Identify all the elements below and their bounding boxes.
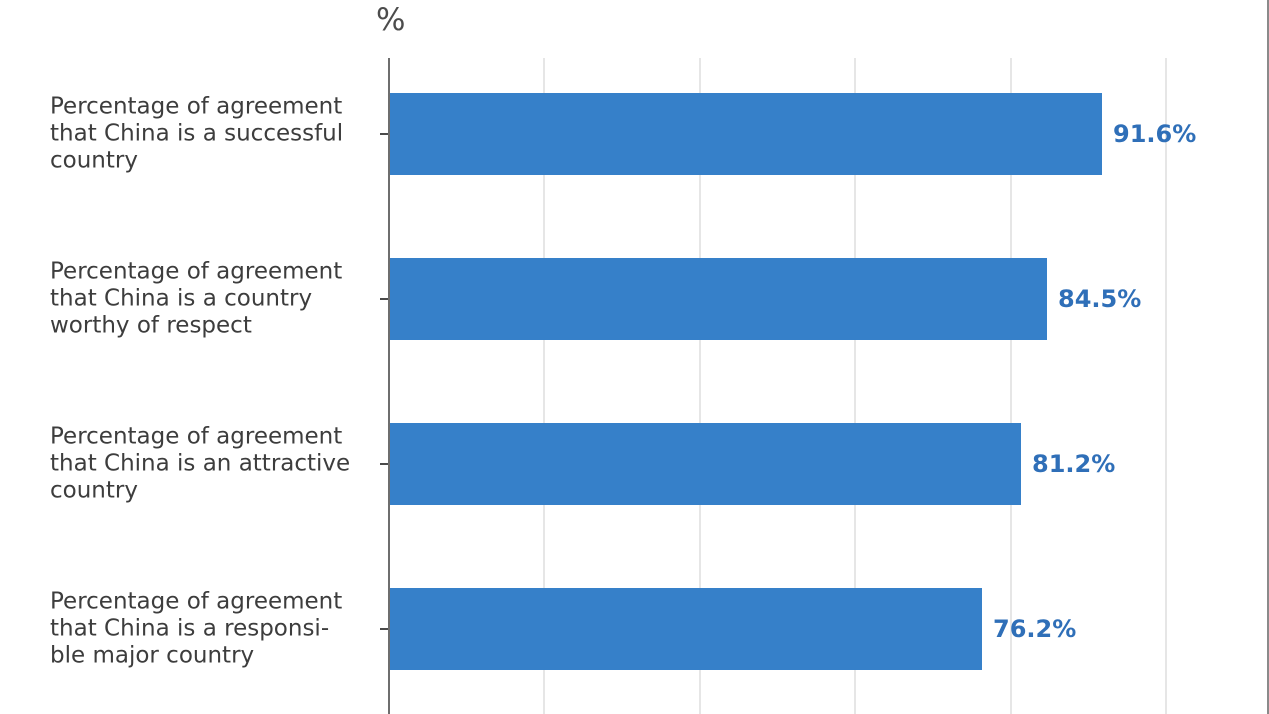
axis-tick bbox=[380, 133, 388, 135]
category-label-line: Percentage of agreement bbox=[50, 588, 343, 615]
category-label-line: Percentage of agreement bbox=[50, 423, 343, 450]
screenshot-right-border bbox=[1267, 0, 1269, 714]
category-label-line: Percentage of agreement bbox=[50, 258, 343, 285]
bar-2 bbox=[390, 258, 1047, 340]
value-label: 76.2% bbox=[993, 615, 1077, 643]
category-label: Percentage of agreement that China is a c… bbox=[50, 259, 370, 340]
gridline-60 bbox=[854, 58, 856, 714]
bar-3 bbox=[390, 423, 1021, 505]
value-label: 81.2% bbox=[1032, 450, 1116, 478]
category-label-line: country bbox=[50, 477, 138, 504]
bar-4 bbox=[390, 588, 982, 670]
gridline-100 bbox=[1165, 58, 1167, 714]
category-label-line: ble major country bbox=[50, 642, 255, 669]
axis-tick bbox=[380, 298, 388, 300]
category-label: Percentage of agreement that China is a r… bbox=[50, 589, 370, 670]
category-label-line: Percentage of agreement bbox=[50, 93, 343, 120]
category-label-line: country bbox=[50, 147, 138, 174]
axis-unit-label: % bbox=[376, 2, 406, 38]
value-label: 91.6% bbox=[1113, 120, 1197, 148]
y-axis-line bbox=[388, 58, 390, 714]
category-label: Percentage of agreement that China is an … bbox=[50, 424, 370, 505]
category-label-line: that China is an attractive bbox=[50, 450, 351, 477]
category-label-line: that China is a successful bbox=[50, 120, 344, 147]
bar-1 bbox=[390, 93, 1102, 175]
gridline-20 bbox=[543, 58, 545, 714]
axis-tick bbox=[380, 628, 388, 630]
value-label: 84.5% bbox=[1058, 285, 1142, 313]
category-label-line: worthy of respect bbox=[50, 312, 252, 339]
category-label-line: that China is a country bbox=[50, 285, 313, 312]
gridline-40 bbox=[699, 58, 701, 714]
category-label: Percentage of agreement that China is a s… bbox=[50, 94, 370, 175]
axis-tick bbox=[380, 463, 388, 465]
category-label-line: that China is a responsi- bbox=[50, 615, 330, 642]
gridline-80 bbox=[1010, 58, 1012, 714]
